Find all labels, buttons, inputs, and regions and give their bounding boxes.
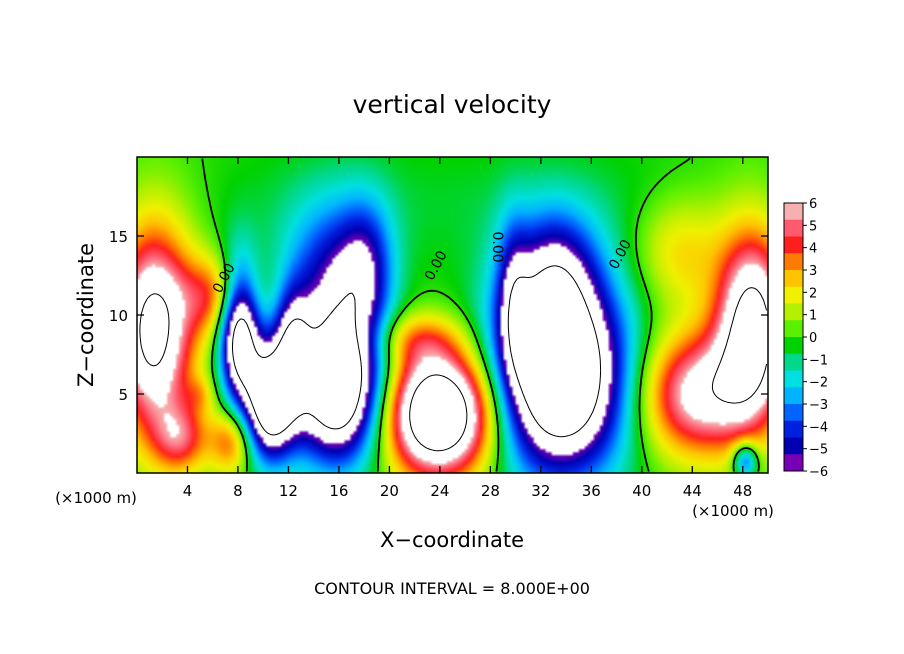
contour-labels: 0.00 0.000.00 0.00	[210, 231, 635, 295]
colorbar-tick-label: −6	[809, 465, 828, 480]
x-axis-label: X−coordinate	[380, 528, 524, 552]
x-tick-label: 20	[380, 482, 399, 500]
colorbar-tick-label: −4	[809, 420, 828, 435]
heatmap-field	[137, 157, 768, 473]
colorbar-swatch	[784, 437, 803, 455]
plot-area: 0.00 0.000.00 0.00	[136, 156, 769, 474]
x-tick-label: 16	[329, 482, 348, 500]
contour-label: 0.00	[489, 231, 505, 262]
negative-contour	[232, 265, 602, 438]
x-tick-label: 4	[183, 482, 193, 500]
contour-line	[201, 157, 760, 472]
y-tick-label: 10	[109, 307, 128, 325]
colorbar-swatch	[784, 320, 803, 338]
colorbar-swatch	[784, 387, 803, 405]
colorbar-swatch	[784, 303, 803, 321]
x-tick-label: 28	[481, 482, 500, 500]
colorbar-swatch	[784, 286, 803, 304]
colorbar-swatch	[784, 253, 803, 271]
x-unit-right: (×1000 m)	[692, 502, 774, 520]
colorbar-swatch	[784, 203, 803, 221]
zero-contours	[139, 157, 767, 472]
colorbar-swatch	[784, 270, 803, 288]
x-axis: 4 8 12 16 20 24 28 32 36 40 44 48	[183, 157, 752, 500]
x-tick-label: 36	[582, 482, 601, 500]
colorbar-tick-label: 3	[809, 264, 817, 279]
y-axis: 5 10 15	[109, 228, 768, 404]
x-tick-label: 32	[531, 482, 550, 500]
colorbar-swatch	[784, 337, 803, 355]
colorbar-tick-label: −3	[809, 398, 828, 413]
y-axis-label: Z−coordinate	[74, 243, 98, 387]
colorbar-swatch	[784, 236, 803, 254]
x-tick-label: 40	[632, 482, 651, 500]
colorbar-tick-label: −2	[809, 376, 828, 391]
colorbar-swatch	[784, 404, 803, 422]
contour-interval-footer: CONTOUR INTERVAL = 8.000E+00	[314, 579, 590, 598]
y-tick-label: 5	[118, 386, 128, 404]
colorbar: 6 5 4 3 2 1 0 −1 −2 −3 −4 −5 −6	[783, 197, 828, 480]
colorbar-swatch	[784, 219, 803, 237]
chart-title: vertical velocity	[353, 90, 552, 119]
y-tick-label: 15	[109, 228, 128, 246]
x-tick-label: 24	[430, 482, 449, 500]
colorbar-tick-label: 2	[809, 286, 817, 301]
colorbar-swatch	[784, 370, 803, 388]
colorbar-tick-label: 1	[809, 309, 817, 324]
colorbar-tick-label: 0	[809, 331, 817, 346]
x-tick-label: 44	[683, 482, 702, 500]
x-tick-label: 8	[233, 482, 243, 500]
colorbar-tick-label: 5	[809, 219, 817, 234]
x-tick-label: 12	[279, 482, 298, 500]
colorbar-tick-label: −5	[809, 443, 828, 458]
colorbar-swatch	[784, 454, 803, 472]
colorbar-tick-label: 4	[809, 242, 817, 257]
contour-line	[139, 287, 767, 452]
x-unit-left: (×1000 m)	[55, 489, 137, 507]
colorbar-swatch	[784, 353, 803, 371]
colorbar-tick-label: 6	[809, 197, 817, 212]
colorbar-swatch	[784, 420, 803, 438]
x-tick-label: 48	[733, 482, 752, 500]
colorbar-tick-label: −1	[809, 353, 828, 368]
